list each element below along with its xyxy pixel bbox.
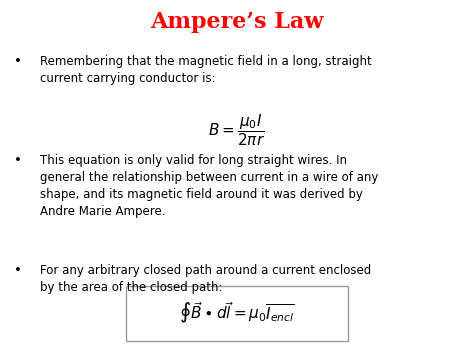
Text: Remembering that the magnetic field in a long, straight
current carrying conduct: Remembering that the magnetic field in a…	[40, 55, 372, 85]
Text: Ampere’s Law: Ampere’s Law	[150, 11, 324, 33]
Text: For any arbitrary closed path around a current enclosed
by the area of the close: For any arbitrary closed path around a c…	[40, 264, 372, 295]
Text: This equation is only valid for long straight wires. In
general the relationship: This equation is only valid for long str…	[40, 154, 379, 218]
Text: $\oint \vec{B} \bullet d\vec{l} = \mu_0 \overline{I_{encl}}$: $\oint \vec{B} \bullet d\vec{l} = \mu_0 …	[179, 301, 295, 326]
Text: •: •	[14, 154, 22, 168]
Text: $B = \dfrac{\mu_0 I}{2\pi r}$: $B = \dfrac{\mu_0 I}{2\pi r}$	[209, 112, 265, 148]
Text: •: •	[14, 55, 22, 68]
FancyBboxPatch shape	[126, 286, 348, 341]
Text: •: •	[14, 264, 22, 278]
